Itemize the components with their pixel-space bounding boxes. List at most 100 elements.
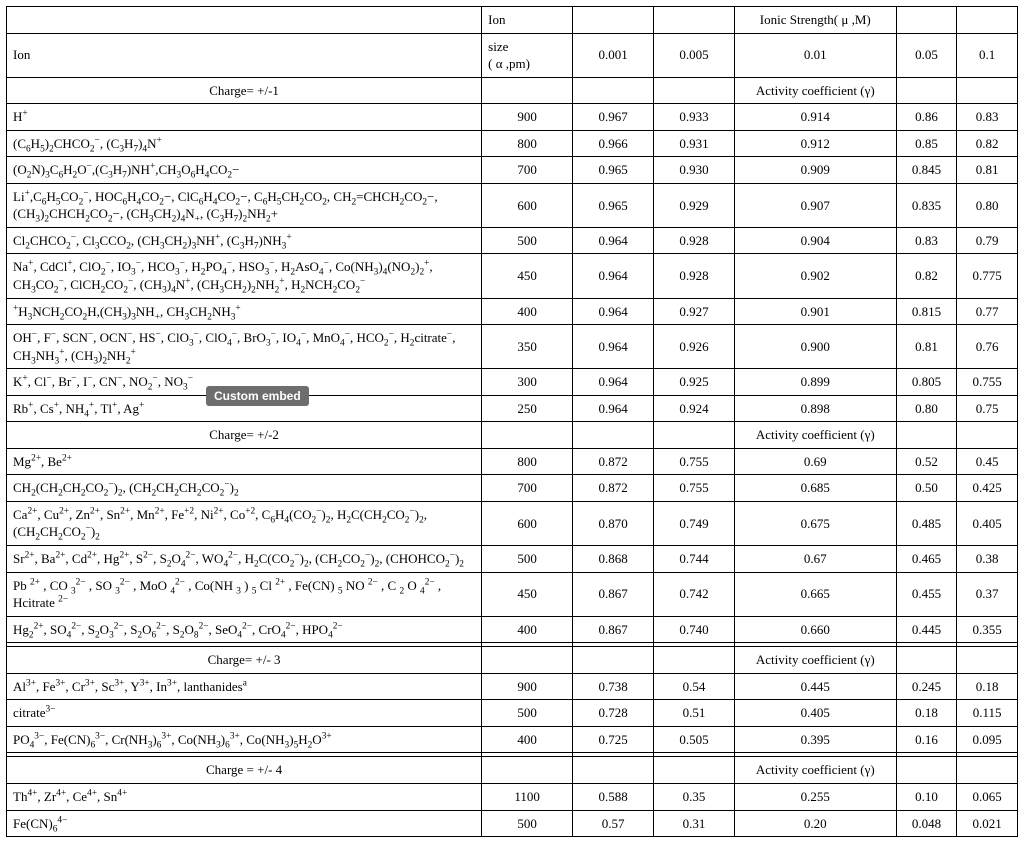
ion-cell: Hg22+, SO42−, S2O32−, S2O62−, S2O82−, Se… <box>7 616 482 643</box>
gamma-cell: 0.907 <box>734 183 896 227</box>
gamma-cell: 0.355 <box>957 616 1018 643</box>
gamma-cell: 0.899 <box>734 369 896 396</box>
gamma-cell: 0.926 <box>654 325 735 369</box>
size-cell: 450 <box>482 254 573 298</box>
ion-cell: Ca2+, Cu2+, Zn2+, Sn2+, Mn2+, Fe+2, Ni2+… <box>7 501 482 545</box>
gamma-cell: 0.928 <box>654 227 735 254</box>
gamma-cell: 0.048 <box>896 810 957 837</box>
ion-cell: Sr2+, Ba2+, Cd2+, Hg2+, S2−, S2O42−, WO4… <box>7 546 482 573</box>
activity-coefficients-table: IonIonic Strength( μ ,M)Ionsize( α ,pm)0… <box>6 6 1018 837</box>
header-empty <box>957 7 1018 34</box>
gamma-cell: 0.445 <box>734 673 896 700</box>
size-cell: 450 <box>482 572 573 616</box>
size-cell: 900 <box>482 673 573 700</box>
gamma-cell: 0.755 <box>654 448 735 475</box>
gamma-cell: 0.665 <box>734 572 896 616</box>
header-ion-left: Ion <box>7 33 482 77</box>
gamma-cell: 0.38 <box>957 546 1018 573</box>
header-empty <box>896 7 957 34</box>
section-header-row: Charge= +/-1Activity coefficient (γ) <box>7 77 1018 104</box>
header-mu: 0.05 <box>896 33 957 77</box>
gamma-cell: 0.924 <box>654 395 735 422</box>
table-row: citrate3−5000.7280.510.4050.180.115 <box>7 700 1018 727</box>
section-header-row: Charge = +/- 4Activity coefficient (γ) <box>7 757 1018 784</box>
gamma-cell: 0.867 <box>573 616 654 643</box>
ion-cell: (O2N)3C6H2O−,(C3H7)NH+,CH3O6H4CO2− <box>7 157 482 184</box>
table-row: Mg2+, Be2+8000.8720.7550.690.520.45 <box>7 448 1018 475</box>
gamma-cell: 0.909 <box>734 157 896 184</box>
gamma-cell: 0.18 <box>896 700 957 727</box>
charge-label: Charge= +/-2 <box>7 422 482 449</box>
gamma-cell: 0.815 <box>896 298 957 325</box>
ion-cell: (C6H5)2CHCO2−, (C3H7)4N+ <box>7 130 482 157</box>
gamma-cell: 0.80 <box>957 183 1018 227</box>
section-empty <box>654 757 735 784</box>
section-empty <box>896 422 957 449</box>
gamma-cell: 0.395 <box>734 726 896 753</box>
table-row: PO43−, Fe(CN)63−, Cr(NH3)63+, Co(NH3)63+… <box>7 726 1018 753</box>
gamma-cell: 0.964 <box>573 254 654 298</box>
header-size: size( α ,pm) <box>482 33 573 77</box>
ion-cell: OH−, F−, SCN−, OCN−, HS−, ClO3−, ClO4−, … <box>7 325 482 369</box>
section-empty <box>482 647 573 674</box>
table-row: K+, Cl−, Br−, I−, CN−, NO2−, NO3−3000.96… <box>7 369 1018 396</box>
gamma-cell: 0.872 <box>573 475 654 502</box>
size-cell: 600 <box>482 183 573 227</box>
gamma-cell: 0.425 <box>957 475 1018 502</box>
gamma-cell: 0.81 <box>896 325 957 369</box>
size-cell: 300 <box>482 369 573 396</box>
size-cell: 500 <box>482 227 573 254</box>
gamma-cell: 0.966 <box>573 130 654 157</box>
ion-cell: PO43−, Fe(CN)63−, Cr(NH3)63+, Co(NH3)63+… <box>7 726 482 753</box>
section-empty <box>654 422 735 449</box>
gamma-cell: 0.485 <box>896 501 957 545</box>
charge-label: Charge = +/- 4 <box>7 757 482 784</box>
section-empty <box>482 422 573 449</box>
gamma-cell: 0.80 <box>896 395 957 422</box>
table-row: +H3NCH2CO2H,(CH3)3NH+, CH3CH2NH3+4000.96… <box>7 298 1018 325</box>
gamma-cell: 0.900 <box>734 325 896 369</box>
section-empty <box>573 77 654 104</box>
gamma-cell: 0.10 <box>896 783 957 810</box>
ion-cell: Mg2+, Be2+ <box>7 448 482 475</box>
gamma-cell: 0.021 <box>957 810 1018 837</box>
section-empty <box>573 422 654 449</box>
gamma-cell: 0.57 <box>573 810 654 837</box>
gamma-cell: 0.845 <box>896 157 957 184</box>
ion-cell: Rb+, Cs+, NH4+, Tl+, Ag+ <box>7 395 482 422</box>
table-row: Fe(CN)64−5000.570.310.200.0480.021 <box>7 810 1018 837</box>
gamma-cell: 0.51 <box>654 700 735 727</box>
gamma-cell: 0.52 <box>896 448 957 475</box>
size-cell: 500 <box>482 546 573 573</box>
gamma-cell: 0.867 <box>573 572 654 616</box>
table-row: Hg22+, SO42−, S2O32−, S2O62−, S2O82−, Se… <box>7 616 1018 643</box>
gamma-cell: 0.964 <box>573 369 654 396</box>
gamma-cell: 0.81 <box>957 157 1018 184</box>
table-body: IonIonic Strength( μ ,M)Ionsize( α ,pm)0… <box>7 7 1018 837</box>
ion-cell: Fe(CN)64− <box>7 810 482 837</box>
gamma-cell: 0.870 <box>573 501 654 545</box>
size-cell: 400 <box>482 726 573 753</box>
gamma-cell: 0.405 <box>957 501 1018 545</box>
header-empty <box>654 7 735 34</box>
gamma-cell: 0.744 <box>654 546 735 573</box>
gamma-cell: 0.675 <box>734 501 896 545</box>
gamma-cell: 0.925 <box>654 369 735 396</box>
gamma-cell: 0.901 <box>734 298 896 325</box>
gamma-cell: 0.75 <box>957 395 1018 422</box>
gamma-cell: 0.964 <box>573 325 654 369</box>
gamma-cell: 0.964 <box>573 395 654 422</box>
section-empty <box>957 422 1018 449</box>
table-row: Th4+, Zr4+, Ce4+, Sn4+11000.5880.350.255… <box>7 783 1018 810</box>
gamma-cell: 0.79 <box>957 227 1018 254</box>
ion-cell: Na+, CdCl+, ClO2−, IO3−, HCO3−, H2PO4−, … <box>7 254 482 298</box>
ion-cell: Th4+, Zr4+, Ce4+, Sn4+ <box>7 783 482 810</box>
section-empty <box>654 647 735 674</box>
ion-cell: Cl2CHCO2−, Cl3CCO2, (CH3CH2)3NH+, (C3H7)… <box>7 227 482 254</box>
section-empty <box>896 77 957 104</box>
gamma-cell: 0.83 <box>957 104 1018 131</box>
gamma-cell: 0.964 <box>573 227 654 254</box>
gamma-cell: 0.902 <box>734 254 896 298</box>
table-row: Pb 2+ , CO 32− , SO 32− , MoO 42− , Co(N… <box>7 572 1018 616</box>
ion-cell: H+ <box>7 104 482 131</box>
